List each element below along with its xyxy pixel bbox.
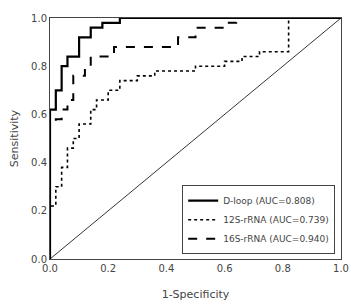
svg-text:16S-rRNA (AUC=0.940): 16S-rRNA (AUC=0.940) xyxy=(223,234,328,244)
svg-text:0.0: 0.0 xyxy=(42,263,58,274)
svg-text:0.6: 0.6 xyxy=(31,109,47,120)
svg-text:0.8: 0.8 xyxy=(275,263,291,274)
svg-text:0.4: 0.4 xyxy=(158,263,174,274)
svg-text:12S-rRNA (AUC=0.739): 12S-rRNA (AUC=0.739) xyxy=(223,215,328,225)
svg-text:0.6: 0.6 xyxy=(217,263,233,274)
svg-text:Sensitivity: Sensitivity xyxy=(8,109,21,167)
svg-text:1.0: 1.0 xyxy=(31,13,47,24)
svg-text:D-loop (AUC=0.808): D-loop (AUC=0.808) xyxy=(223,196,315,206)
svg-text:0.4: 0.4 xyxy=(31,157,47,168)
svg-text:0.2: 0.2 xyxy=(100,263,116,274)
svg-text:0.2: 0.2 xyxy=(31,205,47,216)
svg-text:1.0: 1.0 xyxy=(333,263,349,274)
svg-text:1-Specificity: 1-Specificity xyxy=(162,288,230,301)
svg-text:0.0: 0.0 xyxy=(31,254,47,265)
svg-text:0.8: 0.8 xyxy=(31,61,47,72)
